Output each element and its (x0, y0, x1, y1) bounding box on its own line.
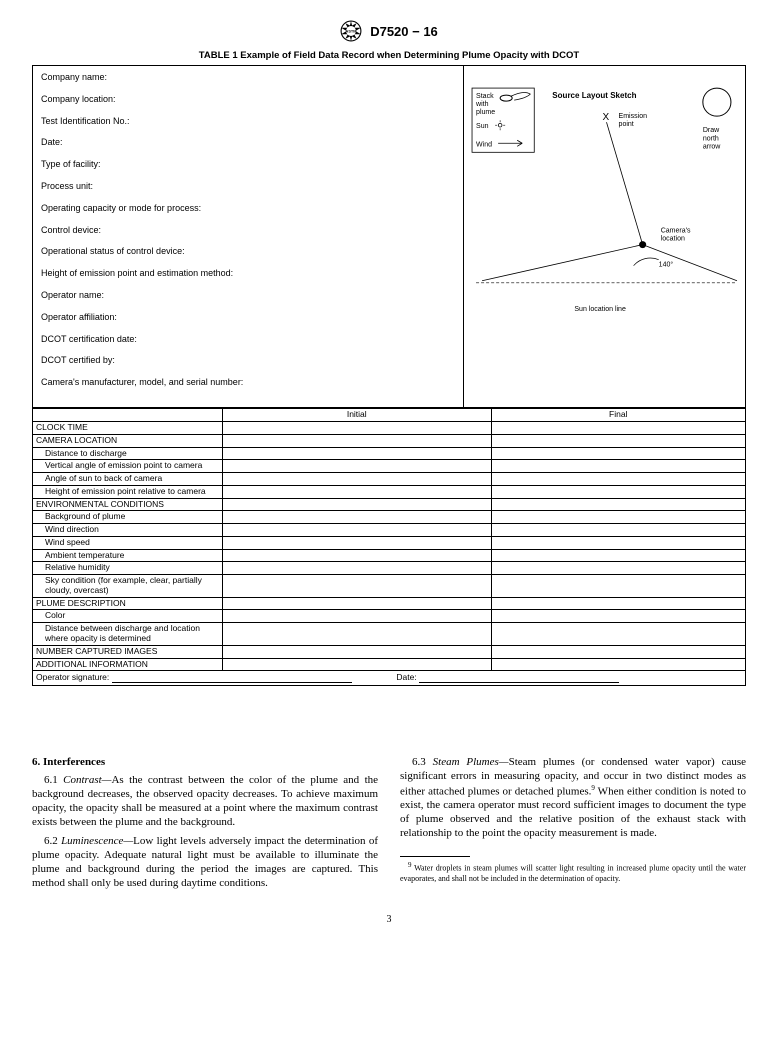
body-two-column: 6. Interferences 6.1 Contrast—As the con… (32, 756, 746, 896)
page-header: ASTM D7520 − 16 (32, 20, 746, 44)
page-number: 3 (32, 914, 746, 925)
field-dcot-cert-by: DCOT certified by: (41, 355, 455, 366)
sketch-title: Source Layout Sketch (552, 91, 636, 100)
field-company-name: Company name: (41, 72, 455, 83)
source-layout-sketch: Stack with plume Sun Wind Source Layout … (464, 66, 745, 407)
para-6-2: 6.2 Luminescence—Low light levels advers… (32, 835, 378, 890)
row-plume: PLUME DESCRIPTION (33, 597, 223, 610)
sig-label: Operator signature: (36, 673, 109, 683)
sunline-label: Sun location line (574, 306, 626, 313)
row-distb: Distance between discharge and location … (33, 623, 223, 646)
field-op-status: Operational status of control device: (41, 246, 455, 257)
row-add: ADDITIONAL INFORMATION (33, 658, 223, 671)
field-test-id: Test Identification No.: (41, 116, 455, 127)
row-wspd: Wind speed (33, 536, 223, 549)
row-sky: Sky condition (for example, clear, parti… (33, 575, 223, 598)
row-vang: Vertical angle of emission point to came… (33, 460, 223, 473)
field-operator-affiliation: Operator affiliation: (41, 312, 455, 323)
col-initial: Initial (223, 409, 492, 422)
svg-text:location: location (661, 236, 685, 243)
field-company-location: Company location: (41, 94, 455, 105)
svg-text:X: X (602, 112, 609, 123)
field-control-device: Control device: (41, 225, 455, 236)
field-dcot-cert-date: DCOT certification date: (41, 334, 455, 345)
svg-text:plume: plume (476, 109, 495, 116)
row-color: Color (33, 610, 223, 623)
row-wdir: Wind direction (33, 524, 223, 537)
field-capacity: Operating capacity or mode for process: (41, 203, 455, 214)
para-6-1: 6.1 Contrast—As the contrast between the… (32, 774, 378, 829)
row-clock: CLOCK TIME (33, 421, 223, 434)
field-operator-name: Operator name: (41, 290, 455, 301)
legend-stack: Stack (476, 93, 494, 100)
date-label: Date: (396, 673, 416, 683)
field-process-unit: Process unit: (41, 181, 455, 192)
left-column: 6. Interferences 6.1 Contrast—As the con… (32, 756, 378, 896)
row-height: Height of emission point relative to cam… (33, 485, 223, 498)
table-title: TABLE 1 Example of Field Data Record whe… (32, 50, 746, 61)
sketch-panel: Stack with plume Sun Wind Source Layout … (463, 66, 745, 407)
row-sunang: Angle of sun to back of camera (33, 473, 223, 486)
svg-text:Camera's: Camera's (661, 228, 691, 235)
row-bg: Background of plume (33, 511, 223, 524)
field-camera-info: Camera's manufacturer, model, and serial… (41, 377, 455, 388)
svg-text:ASTM: ASTM (346, 30, 357, 34)
svg-text:north: north (703, 135, 719, 142)
col-final: Final (491, 409, 745, 422)
emission-label: Emission (619, 113, 648, 120)
data-record-table: Initial Final CLOCK TIME CAMERA LOCATION… (32, 408, 746, 686)
footnote-separator (400, 856, 470, 857)
astm-logo-icon: ASTM (340, 20, 362, 42)
svg-text:Draw: Draw (703, 127, 720, 134)
svg-text:point: point (619, 121, 634, 128)
form-top-box: Company name: Company location: Test Ide… (32, 65, 746, 408)
form-fields: Company name: Company location: Test Ide… (33, 66, 463, 407)
field-height-method: Height of emission point and estimation … (41, 268, 455, 279)
section-6-head: 6. Interferences (32, 756, 378, 768)
svg-text:arrow: arrow (703, 143, 721, 150)
right-column: 6.3 Steam Plumes—Steam plumes (or conden… (400, 756, 746, 896)
row-dist: Distance to discharge (33, 447, 223, 460)
row-temp: Ambient temperature (33, 549, 223, 562)
footnote-9: 9 Water droplets in steam plumes will sc… (400, 861, 746, 883)
legend-sun: Sun (476, 123, 489, 130)
field-facility-type: Type of facility: (41, 159, 455, 170)
row-num: NUMBER CAPTURED IMAGES (33, 645, 223, 658)
designation-text: D7520 − 16 (370, 24, 438, 39)
row-rh: Relative humidity (33, 562, 223, 575)
para-6-3: 6.3 Steam Plumes—Steam plumes (or conden… (400, 756, 746, 840)
angle-label: 140° (659, 261, 674, 269)
row-camloc: CAMERA LOCATION (33, 434, 223, 447)
field-date: Date: (41, 137, 455, 148)
row-env: ENVIRONMENTAL CONDITIONS (33, 498, 223, 511)
svg-text:with: with (475, 101, 489, 108)
legend-wind: Wind (476, 141, 492, 148)
